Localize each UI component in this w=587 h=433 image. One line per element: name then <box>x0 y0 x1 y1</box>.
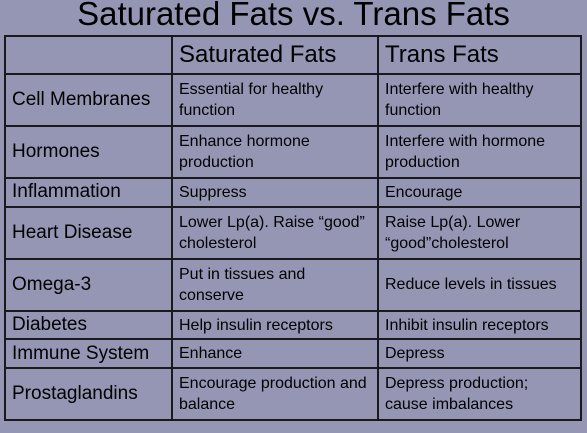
trans-cell: Interfere with hormone production <box>377 125 582 180</box>
trans-cell: Encourage <box>377 177 582 208</box>
saturated-cell: Suppress <box>171 177 379 208</box>
trans-cell: Reduce levels in tissues <box>377 257 582 312</box>
row-label: Heart Disease <box>4 205 173 260</box>
trans-cell: Depress production; cause imbalances <box>377 366 582 422</box>
row-label: Hormones <box>4 125 173 180</box>
header-saturated-fats: Saturated Fats <box>171 35 379 75</box>
row-label: Diabetes <box>4 309 173 341</box>
trans-cell: Raise Lp(a). Lower “good”cholesterol <box>377 205 582 260</box>
slide-title: Saturated Fats vs. Trans Fats <box>77 0 510 32</box>
trans-cell: Inhibit insulin receptors <box>377 309 582 341</box>
trans-cell: Interfere with healthy function <box>377 72 582 128</box>
saturated-cell: Help insulin receptors <box>171 309 379 341</box>
saturated-cell: Enhance hormone production <box>171 125 379 180</box>
header-trans-fats: Trans Fats <box>377 35 582 75</box>
comparison-table: Saturated Fats Trans Fats Cell Membranes… <box>4 35 582 422</box>
row-label: Immune System <box>4 338 173 369</box>
table-row: Immune System Enhance Depress <box>4 338 582 369</box>
table-header-row: Saturated Fats Trans Fats <box>4 35 582 75</box>
table-row: Prostaglandins Encourage production and … <box>4 366 582 422</box>
row-label: Prostaglandins <box>4 366 173 422</box>
saturated-cell: Put in tissues and conserve <box>171 257 379 312</box>
table-row: Heart Disease Lower Lp(a). Raise “good” … <box>4 205 582 260</box>
table-row: Hormones Enhance hormone production Inte… <box>4 125 582 180</box>
trans-cell: Depress <box>377 338 582 369</box>
table-row: Cell Membranes Essential for healthy fun… <box>4 72 582 128</box>
saturated-cell: Essential for healthy function <box>171 72 379 128</box>
row-label: Cell Membranes <box>4 72 173 128</box>
row-label: Inflammation <box>4 177 173 208</box>
table-row: Diabetes Help insulin receptors Inhibit … <box>4 309 582 341</box>
table-row: Omega-3 Put in tissues and conserve Redu… <box>4 257 582 312</box>
row-label: Omega-3 <box>4 257 173 312</box>
saturated-cell: Lower Lp(a). Raise “good” cholesterol <box>171 205 379 260</box>
saturated-cell: Enhance <box>171 338 379 369</box>
saturated-cell: Encourage production and balance <box>171 366 379 422</box>
header-blank-cell <box>4 35 173 75</box>
table-row: Inflammation Suppress Encourage <box>4 177 582 208</box>
